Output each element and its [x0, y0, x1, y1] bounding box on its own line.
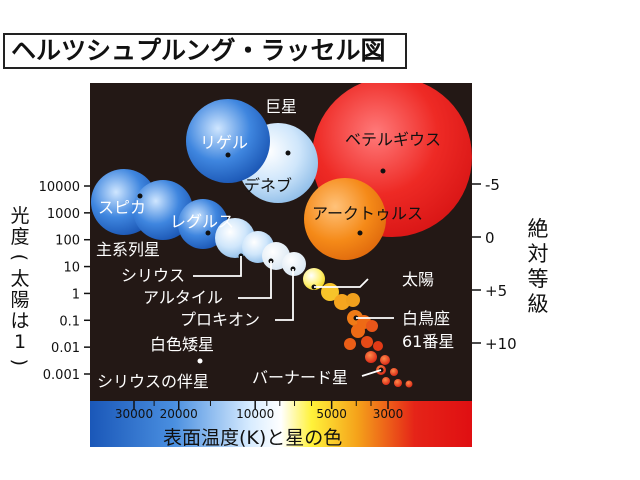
label-rigel: リゲル	[200, 133, 248, 152]
label-sirius: シリウス	[121, 266, 185, 285]
main-sequence-star	[351, 324, 365, 338]
label-61-cygni: 白鳥座	[402, 309, 450, 328]
x-tick-label: 20000	[160, 407, 198, 421]
main-sequence-star	[133, 180, 193, 240]
star-sirius-b	[197, 358, 203, 364]
label-giants: 巨星	[265, 97, 297, 116]
label-main-sequence: 主系列星	[96, 240, 160, 259]
y-tick-label: 0.01	[51, 341, 80, 356]
main-sequence-star	[346, 293, 360, 307]
main-sequence-star	[361, 336, 373, 348]
main-sequence-star	[394, 379, 402, 387]
x-tick-label: 10000	[236, 407, 274, 421]
svg-text:級: 級	[528, 292, 549, 316]
star-arcturus	[304, 178, 386, 260]
temperature-color-bar	[90, 401, 472, 447]
main-sequence-star	[390, 368, 398, 376]
x-tick: 20000	[160, 401, 198, 421]
main-sequence-star	[382, 377, 390, 385]
label-arcturus: アークトゥルス	[312, 204, 423, 223]
right-axis-ticks: -5 0 +5 +10	[472, 176, 517, 353]
main-sequence-star	[373, 341, 383, 351]
right-tick: -5	[472, 176, 500, 194]
label-sun: 太陽	[402, 270, 434, 289]
x-axis-label: 表面温度(K)と星の色	[163, 427, 342, 449]
right-tick: +10	[472, 335, 517, 353]
main-sequence-star	[334, 294, 350, 310]
svg-text:陽: 陽	[10, 289, 29, 311]
star-sun	[303, 268, 325, 290]
main-sequence-star	[365, 351, 377, 363]
y-tick-label: 1000	[47, 207, 80, 222]
right-tick-label: 0	[485, 229, 495, 247]
y-tick: 1000	[47, 207, 90, 222]
svg-text:等: 等	[528, 267, 549, 291]
x-tick: 10000	[236, 401, 274, 421]
x-axis-ticks: 30000 20000 10000 5000 3000	[115, 401, 403, 421]
svg-text:太: 太	[10, 268, 29, 290]
y-tick: 100	[55, 234, 90, 249]
right-tick-label: +5	[485, 282, 507, 300]
y-tick: 10000	[39, 180, 90, 195]
star-procyon	[282, 252, 306, 276]
label-spica: スピカ	[98, 198, 146, 217]
x-tick: 30000	[115, 401, 153, 421]
svg-text:): )	[8, 359, 30, 366]
x-tick: 3000	[373, 401, 404, 421]
label-61-cygni-2: 61番星	[402, 332, 454, 351]
y-tick: 0.001	[43, 368, 90, 383]
main-sequence-star	[366, 320, 378, 332]
right-tick-label: +10	[485, 335, 517, 353]
svg-text:は: は	[10, 310, 29, 332]
main-sequence-star	[344, 338, 356, 350]
y-tick-label: 10	[63, 261, 80, 276]
x-tick-label: 3000	[373, 407, 404, 421]
svg-text:(: (	[8, 254, 30, 261]
right-tick: 0	[472, 229, 495, 247]
y-tick: 0.01	[51, 341, 90, 356]
svg-text:対: 対	[528, 242, 549, 266]
star-rigel	[186, 99, 270, 183]
y-tick-label: 0.1	[59, 314, 80, 329]
right-tick-label: -5	[485, 176, 500, 194]
page-title: ヘルツシュプルング・ラッセル図	[3, 33, 407, 69]
svg-text:度: 度	[10, 226, 29, 248]
x-tick-label: 5000	[316, 407, 347, 421]
y-axis-ticks: 10000 1000 100 10 1 0.1 0.01 0.001	[39, 180, 90, 383]
label-white-dwarfs: 白色矮星	[150, 335, 214, 354]
label-regulus: レグルス	[170, 212, 234, 231]
label-altair: アルタイル	[143, 288, 223, 307]
y-tick: 10	[63, 261, 90, 276]
label-betelgeuse: ベテルギウス	[345, 130, 441, 149]
svg-text:絶: 絶	[528, 217, 549, 241]
main-sequence-star	[380, 355, 390, 365]
main-sequence-star	[405, 380, 413, 388]
right-tick: +5	[472, 282, 507, 300]
svg-text:1: 1	[14, 331, 26, 353]
y-tick-label: 1	[72, 287, 80, 302]
label-barnard: バーナード星	[252, 368, 348, 387]
label-deneb: デネブ	[244, 176, 292, 195]
y-tick-label: 100	[55, 234, 80, 249]
label-sirius-b: シリウスの伴星	[97, 372, 209, 391]
x-tick-label: 30000	[115, 407, 153, 421]
label-procyon: プロキオン	[180, 310, 260, 329]
y-tick-label: 0.001	[43, 368, 80, 383]
y-tick: 0.1	[59, 314, 90, 329]
svg-text:光: 光	[10, 205, 29, 227]
y-tick-label: 10000	[39, 180, 80, 195]
y-tick: 1	[72, 287, 90, 302]
x-tick: 5000	[316, 401, 347, 421]
leader-lines	[193, 256, 394, 377]
